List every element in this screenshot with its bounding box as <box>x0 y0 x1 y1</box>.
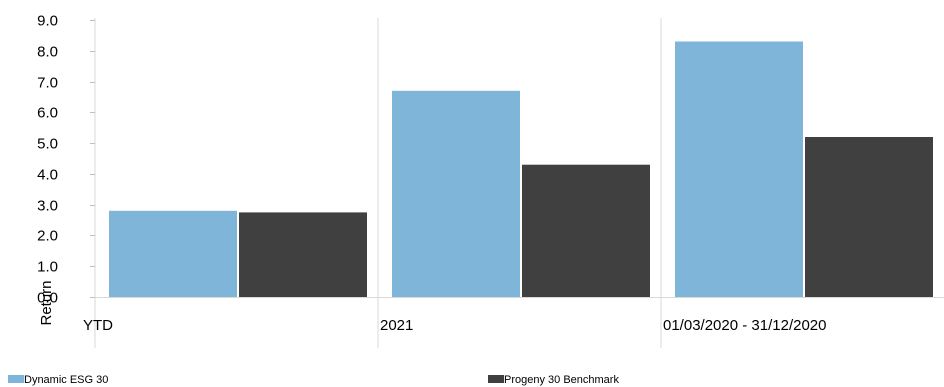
y-tick-labels: 0.0 1.0 2.0 3.0 4.0 5.0 6.0 7.0 8.0 9.0 <box>37 13 58 307</box>
y-tick-label: 7.0 <box>37 75 58 92</box>
category-label: 2021 <box>380 317 413 334</box>
y-tick-label: 3.0 <box>37 198 58 215</box>
category-labels: YTD 2021 01/03/2020 - 31/12/2020 <box>83 317 826 334</box>
y-tick-label: 0.0 <box>37 290 58 307</box>
bar-dynamic-esg-30-2 <box>675 41 803 297</box>
bar-progeny-30-benchmark-2 <box>805 137 933 297</box>
y-tick-label: 5.0 <box>37 136 58 153</box>
y-axis-label: Return <box>38 280 55 325</box>
y-tick-label: 6.0 <box>37 105 58 122</box>
bar-dynamic-esg-30-1 <box>392 90 520 297</box>
category-label: YTD <box>83 317 113 334</box>
legend-label: Progeny 30 Benchmark <box>504 374 619 386</box>
bars-layer <box>109 41 933 297</box>
y-tick-label: 2.0 <box>37 228 58 245</box>
bar-progeny-30-benchmark-1 <box>522 164 650 297</box>
legend-item-dynamic-esg-30: Dynamic ESG 30 <box>8 374 108 386</box>
y-tick-label: 9.0 <box>37 13 58 30</box>
legend: Dynamic ESG 30 Progeny 30 Benchmark <box>8 374 619 386</box>
legend-label: Dynamic ESG 30 <box>24 374 108 386</box>
y-tick-label: 1.0 <box>37 259 58 276</box>
bar-dynamic-esg-30-0 <box>109 210 237 297</box>
y-tick-label: 4.0 <box>37 167 58 184</box>
bar-progeny-30-benchmark-0 <box>239 212 367 297</box>
legend-swatch <box>8 375 24 383</box>
axis-layer <box>90 20 944 298</box>
category-label: 01/03/2020 - 31/12/2020 <box>663 317 826 334</box>
legend-swatch <box>488 375 504 383</box>
grid-layer <box>94 18 662 348</box>
legend-item-progeny-30-benchmark: Progeny 30 Benchmark <box>488 374 619 386</box>
y-tick-label: 8.0 <box>37 44 58 61</box>
